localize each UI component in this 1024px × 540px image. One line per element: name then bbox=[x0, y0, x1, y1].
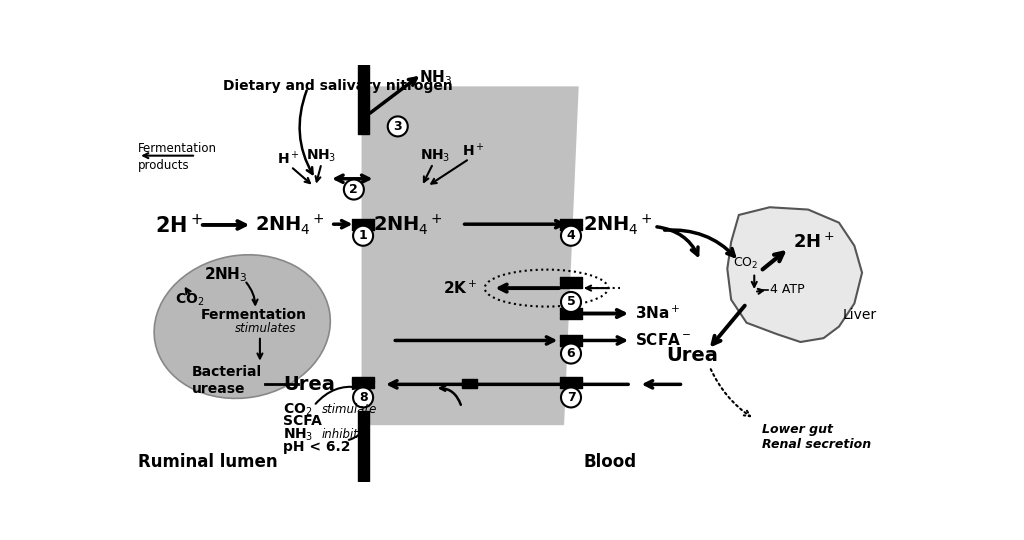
Text: stimulate: stimulate bbox=[322, 403, 377, 416]
Text: NH$_3$: NH$_3$ bbox=[419, 69, 453, 87]
Text: Blood: Blood bbox=[584, 454, 637, 471]
Text: CO$_2$: CO$_2$ bbox=[175, 292, 205, 308]
Text: inhibit: inhibit bbox=[322, 428, 358, 441]
Text: Urea: Urea bbox=[667, 346, 719, 366]
Circle shape bbox=[561, 387, 581, 408]
Text: 3Na$^+$: 3Na$^+$ bbox=[635, 305, 681, 322]
Circle shape bbox=[561, 292, 581, 312]
Text: 2K$^+$: 2K$^+$ bbox=[442, 280, 477, 297]
Circle shape bbox=[561, 343, 581, 363]
Polygon shape bbox=[727, 207, 862, 342]
Text: 1: 1 bbox=[358, 230, 368, 242]
Text: 4 ATP: 4 ATP bbox=[770, 283, 804, 296]
Polygon shape bbox=[361, 86, 579, 425]
Ellipse shape bbox=[155, 255, 331, 399]
Text: SCFA: SCFA bbox=[283, 414, 322, 428]
Text: 5: 5 bbox=[566, 295, 575, 308]
Text: H$^+$: H$^+$ bbox=[278, 150, 300, 167]
Circle shape bbox=[344, 179, 364, 200]
Circle shape bbox=[353, 226, 373, 246]
Text: NH$_3$: NH$_3$ bbox=[306, 147, 337, 164]
Text: 2NH$_4$$^+$: 2NH$_4$$^+$ bbox=[255, 213, 326, 237]
Text: Lower gut
Renal secretion: Lower gut Renal secretion bbox=[762, 423, 871, 451]
Text: NH$_3$: NH$_3$ bbox=[420, 147, 450, 164]
Text: NH$_3$: NH$_3$ bbox=[283, 426, 313, 443]
Text: Bacterial
urease: Bacterial urease bbox=[193, 366, 262, 396]
Text: 2: 2 bbox=[349, 183, 358, 196]
Text: Fermentation: Fermentation bbox=[201, 308, 307, 322]
Text: 6: 6 bbox=[566, 347, 575, 360]
Text: Ruminal lumen: Ruminal lumen bbox=[138, 454, 278, 471]
Text: Dietary and salivary nitrogen: Dietary and salivary nitrogen bbox=[223, 79, 453, 93]
Text: 3: 3 bbox=[393, 120, 402, 133]
Text: stimulates: stimulates bbox=[234, 322, 296, 335]
Text: CO$_2$: CO$_2$ bbox=[733, 256, 758, 271]
Text: Fermentation
products: Fermentation products bbox=[138, 142, 217, 172]
Text: 2H$^+$: 2H$^+$ bbox=[793, 232, 835, 252]
Text: 2H$^+$: 2H$^+$ bbox=[156, 213, 203, 237]
Text: pH < 6.2: pH < 6.2 bbox=[283, 440, 350, 454]
Circle shape bbox=[353, 387, 373, 408]
Text: SCFA$^-$: SCFA$^-$ bbox=[635, 333, 691, 348]
Circle shape bbox=[388, 117, 408, 137]
Text: 2NH$_4$$^+$: 2NH$_4$$^+$ bbox=[584, 213, 653, 237]
Text: Liver: Liver bbox=[843, 308, 877, 322]
Text: 4: 4 bbox=[566, 230, 575, 242]
Text: 7: 7 bbox=[566, 391, 575, 404]
Text: 2NH$_4$$^+$: 2NH$_4$$^+$ bbox=[373, 213, 443, 237]
Text: H$^+$: H$^+$ bbox=[462, 143, 484, 160]
Text: 8: 8 bbox=[358, 391, 368, 404]
Text: Urea: Urea bbox=[284, 375, 335, 394]
Circle shape bbox=[561, 226, 581, 246]
Text: 2NH$_3$: 2NH$_3$ bbox=[204, 266, 248, 285]
Text: CO$_2$: CO$_2$ bbox=[283, 402, 312, 418]
